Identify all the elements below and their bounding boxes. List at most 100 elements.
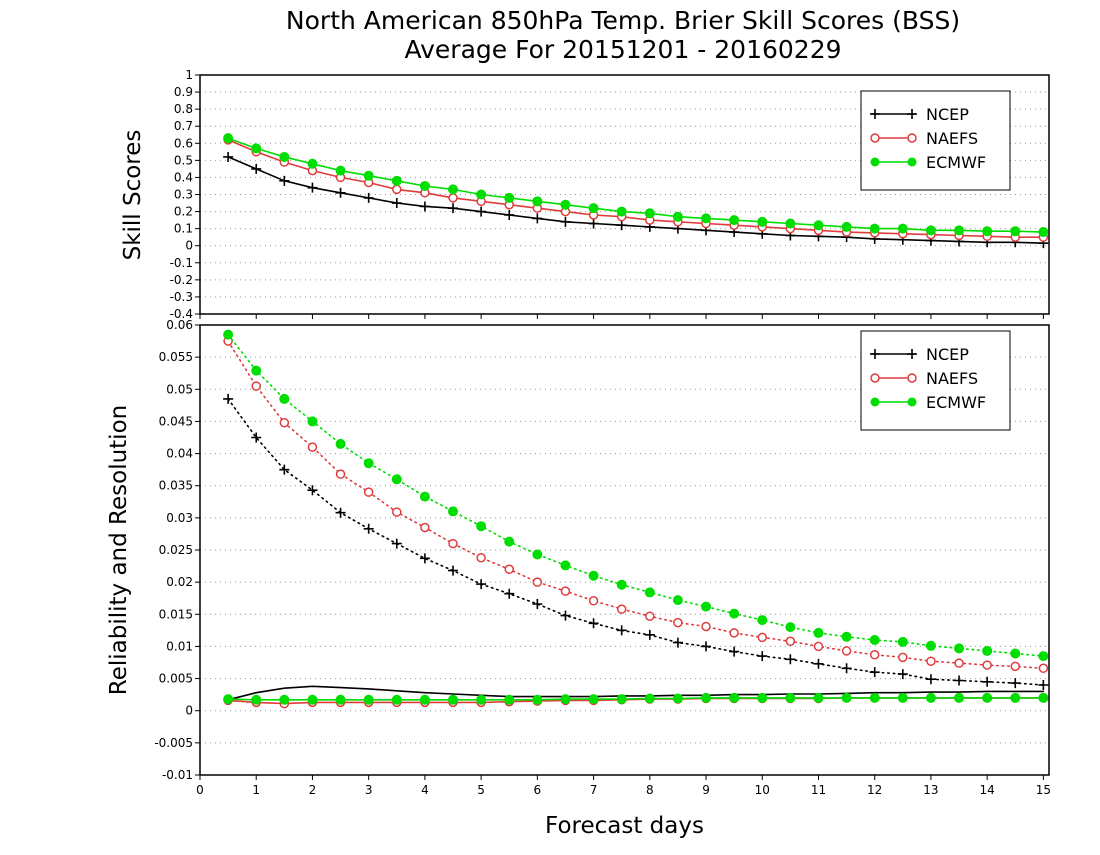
data-point [363, 458, 374, 469]
data-point [363, 694, 374, 705]
legend-marker [870, 157, 880, 167]
data-point [954, 692, 965, 703]
data-point [841, 692, 852, 703]
data-point [448, 694, 459, 705]
legend-marker [907, 397, 917, 407]
legend-marker [870, 373, 880, 383]
data-point [757, 651, 768, 662]
series-ncep [223, 393, 1049, 690]
y-tick-label: 0.035 [159, 479, 193, 493]
data-point [560, 199, 571, 210]
data-point [419, 180, 430, 191]
data-point [813, 627, 824, 638]
data-point [532, 549, 543, 560]
data-point [1010, 678, 1021, 689]
data-point [476, 521, 487, 532]
data-point [307, 182, 318, 193]
data-point [1038, 651, 1049, 662]
data-point [729, 215, 740, 226]
data-point [1010, 226, 1021, 237]
data-point [560, 560, 571, 571]
data-point [785, 218, 796, 229]
data-point [560, 610, 571, 621]
legend-box [860, 90, 1011, 191]
y-tick-label: 0.01 [166, 639, 193, 653]
data-point [448, 203, 459, 214]
data-point [841, 221, 852, 232]
y-tick-label: -0.2 [170, 273, 193, 287]
data-point [392, 507, 402, 517]
plot-frame [199, 324, 1050, 776]
data-point [813, 692, 824, 703]
data-point [925, 674, 936, 685]
data-point [841, 646, 852, 656]
data-point [672, 637, 683, 648]
x-tick-label: 5 [477, 783, 485, 797]
data-point [448, 565, 459, 576]
data-point [504, 209, 515, 220]
data-point [448, 506, 459, 517]
legend-marker [907, 109, 917, 119]
data-point [869, 223, 880, 234]
data-point [729, 692, 740, 703]
data-point [869, 692, 880, 703]
x-tick-label: 8 [646, 783, 654, 797]
data-point [1038, 680, 1049, 690]
data-point [476, 694, 487, 705]
x-tick-label: 6 [534, 783, 542, 797]
y-tick-label: 0.005 [159, 672, 193, 686]
data-point [223, 694, 234, 705]
data-point [448, 193, 458, 203]
data-point [307, 485, 318, 496]
data-point [279, 464, 290, 475]
data-point [841, 663, 852, 674]
data-point [335, 469, 346, 479]
data-point [897, 669, 908, 680]
data-point [954, 675, 965, 686]
y-tick-label: 0.015 [159, 607, 193, 621]
legend-label: NCEP [926, 345, 969, 364]
data-point [982, 692, 993, 703]
data-point [251, 163, 262, 174]
data-point [223, 393, 234, 404]
series-line [227, 340, 1045, 670]
legend-marker [870, 349, 880, 359]
data-point [391, 538, 402, 549]
panel-top: -0.4 -0.3 -0.2 -0.1 0 0.1 0.2 0.3 0.4 0.5 0.6 0.7 0.… [120, 68, 1050, 321]
data-point [279, 151, 290, 162]
data-point [532, 599, 543, 609]
data-point [335, 187, 346, 198]
data-point [419, 694, 430, 705]
data-point [644, 693, 655, 704]
legend-marker [907, 349, 917, 359]
y-tick-label: 0.1 [174, 222, 193, 236]
data-point [869, 635, 880, 645]
data-point [701, 601, 712, 612]
x-tick-label: 15 [1036, 783, 1051, 797]
data-point [869, 650, 880, 660]
x-tick-label: 1 [252, 783, 260, 797]
legend-marker [870, 109, 880, 119]
data-point [954, 643, 965, 654]
legend-label: ECMWF [926, 153, 986, 172]
data-point [588, 570, 599, 581]
y-tick-label: 0 [185, 239, 193, 253]
y-tick-label: 0.025 [159, 543, 193, 557]
series-aux-5 [223, 692, 1049, 705]
data-point [1010, 648, 1021, 659]
data-point [279, 175, 290, 186]
data-point [672, 211, 683, 222]
data-point [897, 223, 908, 234]
y-tick-label: 0.8 [174, 102, 193, 116]
data-point [757, 216, 768, 227]
data-point [335, 438, 346, 449]
legend-label: ECMWF [926, 393, 986, 412]
data-point [1010, 692, 1021, 703]
data-point [391, 694, 402, 705]
data-point [532, 694, 543, 705]
data-point [1038, 692, 1049, 703]
series-ecmwf [223, 329, 1049, 662]
series-line [227, 398, 1045, 686]
panel-bottom: -0.01 -0.005 0 0.005 0.01 0.015 0.02 0.025 0.03 0… [106, 318, 1051, 839]
data-point [504, 588, 515, 599]
